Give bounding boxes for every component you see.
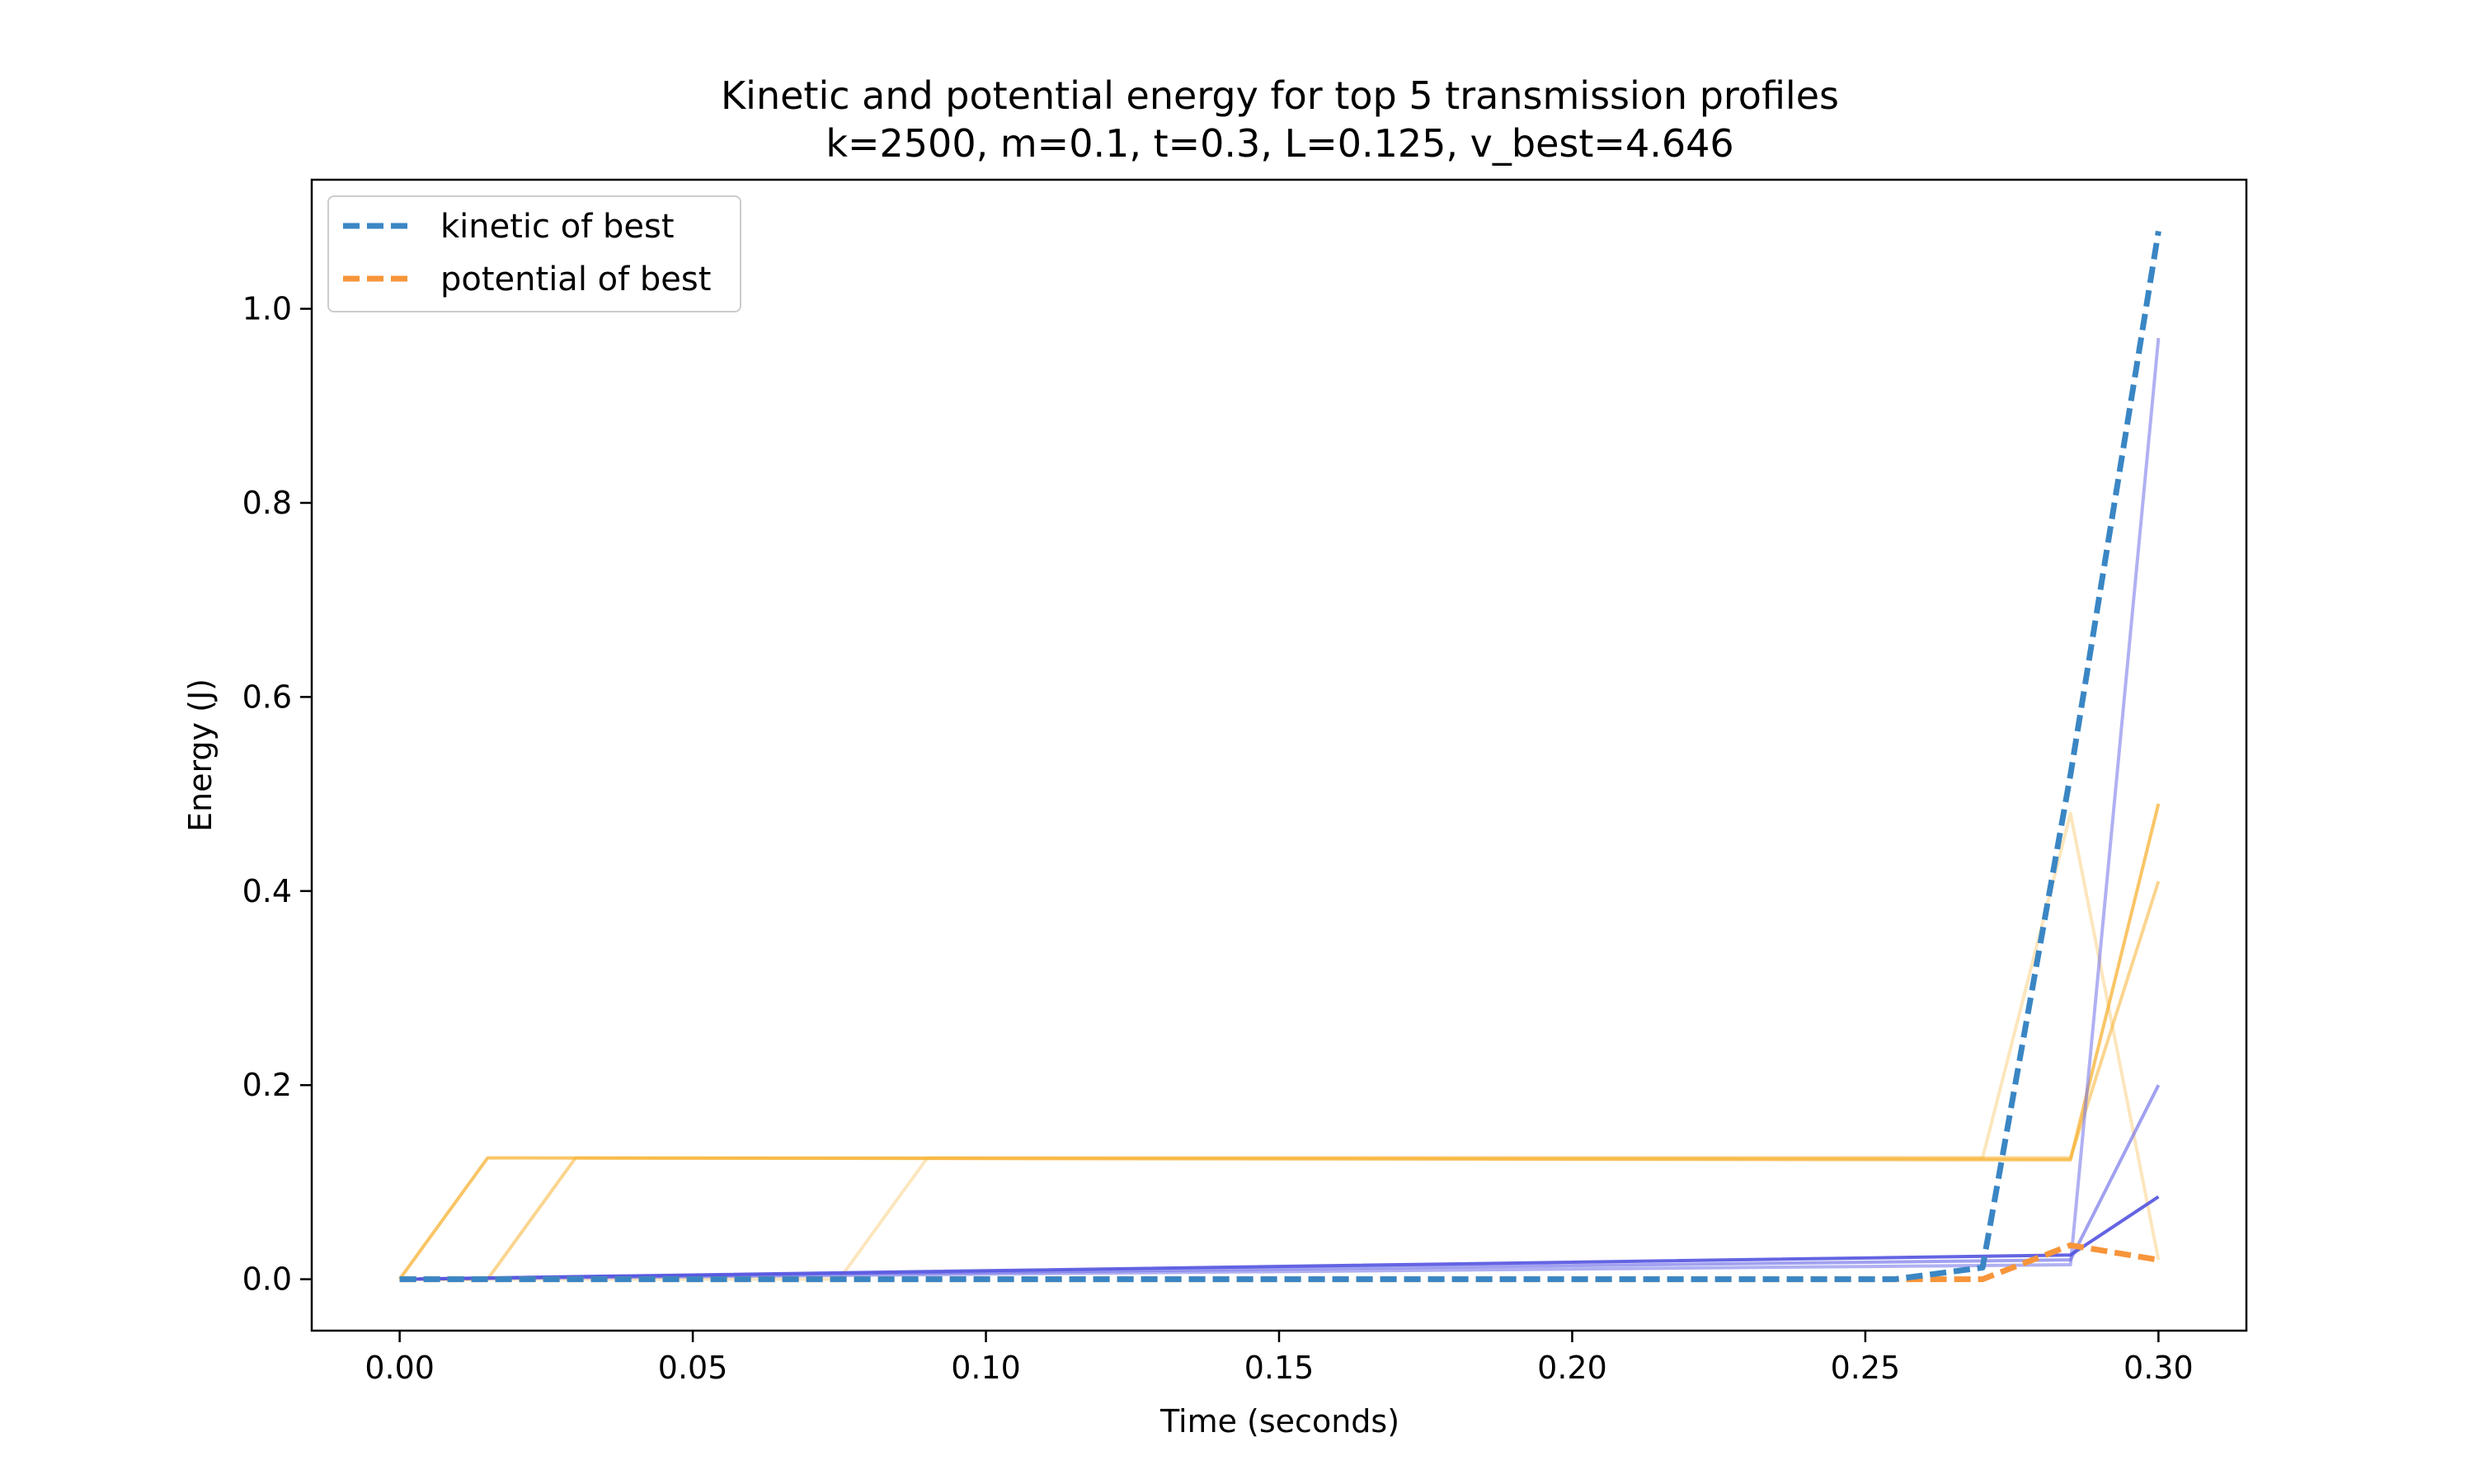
x-tick-label: 0.25: [1831, 1350, 1901, 1386]
y-tick-label: 0.0: [242, 1261, 292, 1298]
x-tick-label: 0.15: [1244, 1350, 1315, 1386]
y-axis: 0.0 0.2 0.4 0.6 0.8 1.0: [242, 291, 312, 1298]
y-axis-label: Energy (J): [182, 679, 219, 832]
series-line-kinetic-7: [399, 230, 2161, 1283]
chart-subtitle: k=2500, m=0.1, t=0.3, L=0.125, v_best=4.…: [825, 121, 1733, 166]
y-tick-label: 1.0: [242, 291, 292, 327]
x-tick-label: 0.20: [1537, 1350, 1607, 1386]
legend-label-potential: potential of best: [440, 261, 711, 298]
chart-title: Kinetic and potential energy for top 5 t…: [721, 73, 1839, 118]
x-tick-label: 0.10: [951, 1350, 1021, 1386]
legend-label-kinetic: kinetic of best: [440, 208, 675, 246]
y-tick-label: 0.6: [242, 679, 292, 715]
x-tick-label: 0.00: [365, 1350, 435, 1386]
legend-box: [327, 195, 741, 312]
series-line-kinetic-5: [399, 1195, 2160, 1281]
x-tick-label: 0.30: [2124, 1350, 2194, 1386]
series-lines: [397, 230, 2161, 1283]
series-line-potential-2: [397, 803, 2161, 1280]
x-axis-label: Time (seconds): [1159, 1403, 1399, 1439]
y-tick-label: 0.8: [242, 485, 292, 521]
y-tick-label: 0.2: [242, 1067, 292, 1103]
legend: kinetic of best potential of best: [327, 195, 741, 312]
x-tick-label: 0.05: [658, 1350, 728, 1386]
y-tick-label: 0.4: [242, 873, 292, 909]
x-axis: 0.00 0.05 0.10 0.15 0.20 0.25 0.30: [365, 1331, 2194, 1386]
